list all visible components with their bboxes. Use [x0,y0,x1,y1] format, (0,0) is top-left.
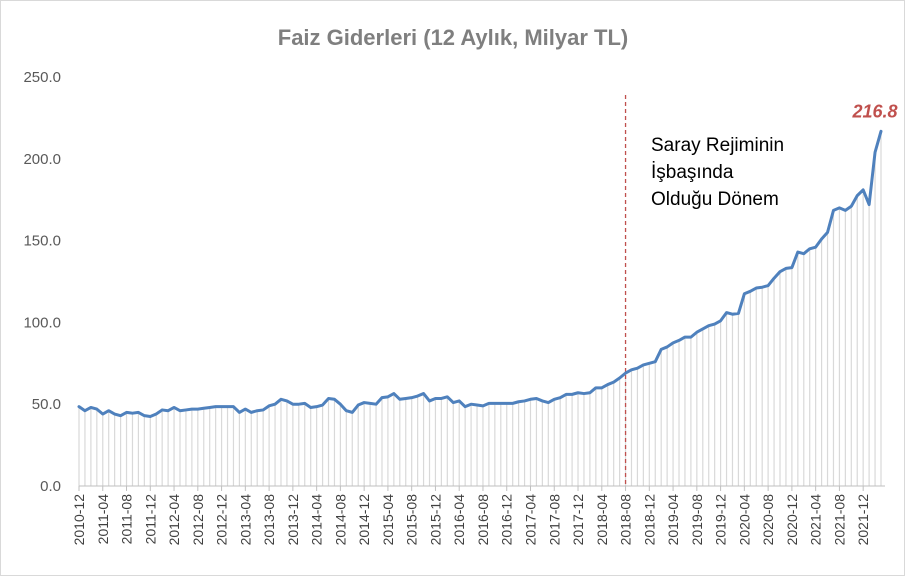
x-tick-label: 2013-12 [285,494,301,546]
x-tick-label: 2019-12 [713,494,729,546]
annotation-line: İşbaşında [651,162,734,183]
x-tick-label: 2011-12 [142,494,158,545]
x-tick-label: 2011-04 [95,494,111,545]
x-tick-label: 2017-04 [522,494,538,546]
annotation-line: Saray Rejiminin [651,135,784,156]
x-tick-label: 2021-08 [831,494,847,546]
x-tick-label: 2017-08 [546,494,562,546]
x-tick-label: 2014-12 [356,494,372,546]
y-tick-label: 50.0 [32,396,61,413]
x-tick-label: 2019-04 [665,494,681,546]
x-tick-label: 2015-12 [427,494,443,546]
x-tick-label: 2011-08 [119,494,135,545]
x-tick-label: 2014-04 [309,494,325,546]
series-line [77,129,883,418]
x-tick-label: 2017-12 [570,494,586,546]
x-tick-label: 2018-12 [641,494,657,546]
x-tick-label: 2016-12 [499,494,515,546]
x-tick-label: 2020-08 [760,494,776,546]
x-axis: 2010-12 2011-04 2011-08 2011-12 2012-04 2012-… [71,485,885,546]
last-value-label: 216.8 [851,101,897,121]
x-tick-label: 2018-04 [594,494,610,546]
fill-bars-group [78,131,882,486]
x-tick-label: 2015-04 [380,494,396,546]
y-tick-label: 200.0 [23,151,61,168]
y-axis: 0.0 50.0 100.0 150.0 200.0 250.0 [23,69,61,495]
x-tick-label: 2016-08 [475,494,491,546]
y-tick-label: 0.0 [40,478,61,495]
x-tick-label: 2014-08 [332,494,348,546]
x-tick-label: 2020-04 [736,494,752,546]
y-tick-label: 250.0 [23,69,61,86]
x-tick-label: 2010-12 [71,494,87,546]
x-tick-label: 2021-12 [855,494,871,546]
x-tick-label: 2013-08 [261,494,277,546]
chart-title: Faiz Giderleri (12 Aylık, Milyar TL) [278,25,628,50]
x-tick-label: 2019-08 [689,494,705,546]
x-tick-label: 2015-08 [404,494,420,546]
annotation-group: Saray Rejiminin İşbaşında Olduğu Dönem [651,135,784,210]
x-tick-label: 2020-12 [784,494,800,546]
y-tick-label: 150.0 [23,233,61,250]
x-tick-label: 2016-04 [451,494,467,546]
x-tick-label: 2018-08 [618,494,634,546]
annotation-line: Olduğu Dönem [651,189,779,210]
x-tick-label: 2021-04 [808,494,824,546]
x-tick-label: 2012-12 [214,494,230,546]
y-tick-label: 100.0 [23,314,61,331]
x-tick-label: 2012-08 [190,494,206,546]
x-tick-label: 2013-04 [237,494,253,546]
x-tick-label: 2012-04 [166,494,182,546]
series-group [77,129,883,418]
